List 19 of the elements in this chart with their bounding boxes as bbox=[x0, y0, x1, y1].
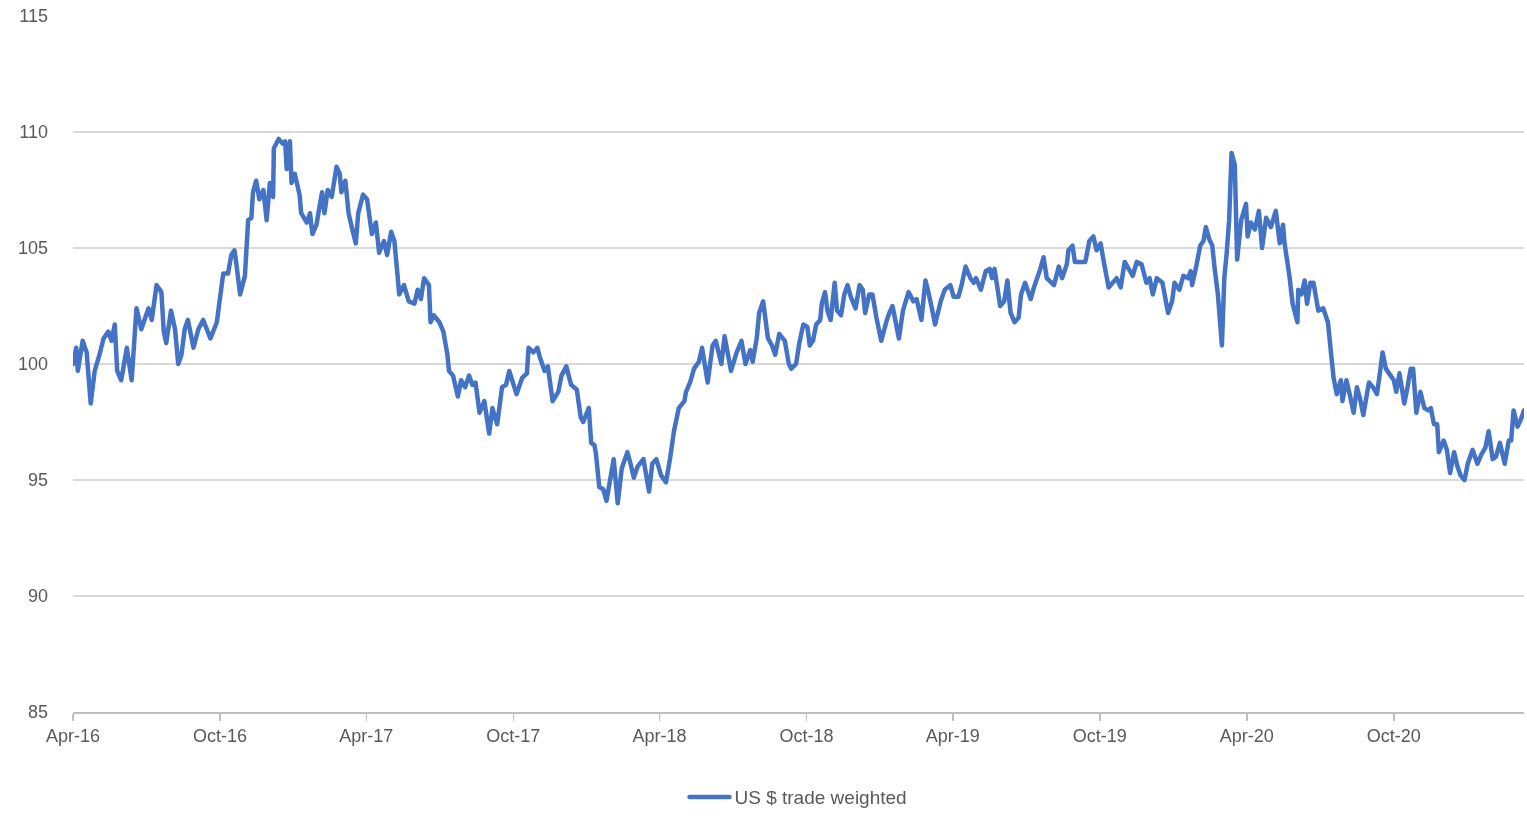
y-tick-label: 90 bbox=[27, 586, 48, 607]
line-series bbox=[73, 136, 1524, 506]
x-tick-label: Apr-20 bbox=[1219, 726, 1274, 747]
x-tick-label: Oct-18 bbox=[779, 726, 834, 747]
x-tick-label: Oct-20 bbox=[1366, 726, 1421, 747]
y-tick-label: 105 bbox=[17, 238, 48, 259]
legend-label: US $ trade weighted bbox=[734, 787, 907, 809]
x-tick-label: Oct-16 bbox=[193, 726, 248, 747]
x-tick-label: Oct-17 bbox=[486, 726, 541, 747]
x-tick-label: Apr-17 bbox=[339, 726, 394, 747]
x-tick-label: Oct-19 bbox=[1072, 726, 1127, 747]
y-tick-label: 100 bbox=[17, 354, 48, 375]
y-tick-label: 95 bbox=[27, 470, 48, 491]
x-tick-label: Apr-19 bbox=[925, 726, 980, 747]
y-tick-label: 115 bbox=[19, 6, 48, 27]
y-tick-label: 85 bbox=[27, 702, 48, 723]
y-tick-label: 110 bbox=[19, 122, 48, 143]
x-tick-label: Apr-16 bbox=[45, 726, 101, 747]
x-tick-label: Apr-18 bbox=[632, 726, 687, 747]
